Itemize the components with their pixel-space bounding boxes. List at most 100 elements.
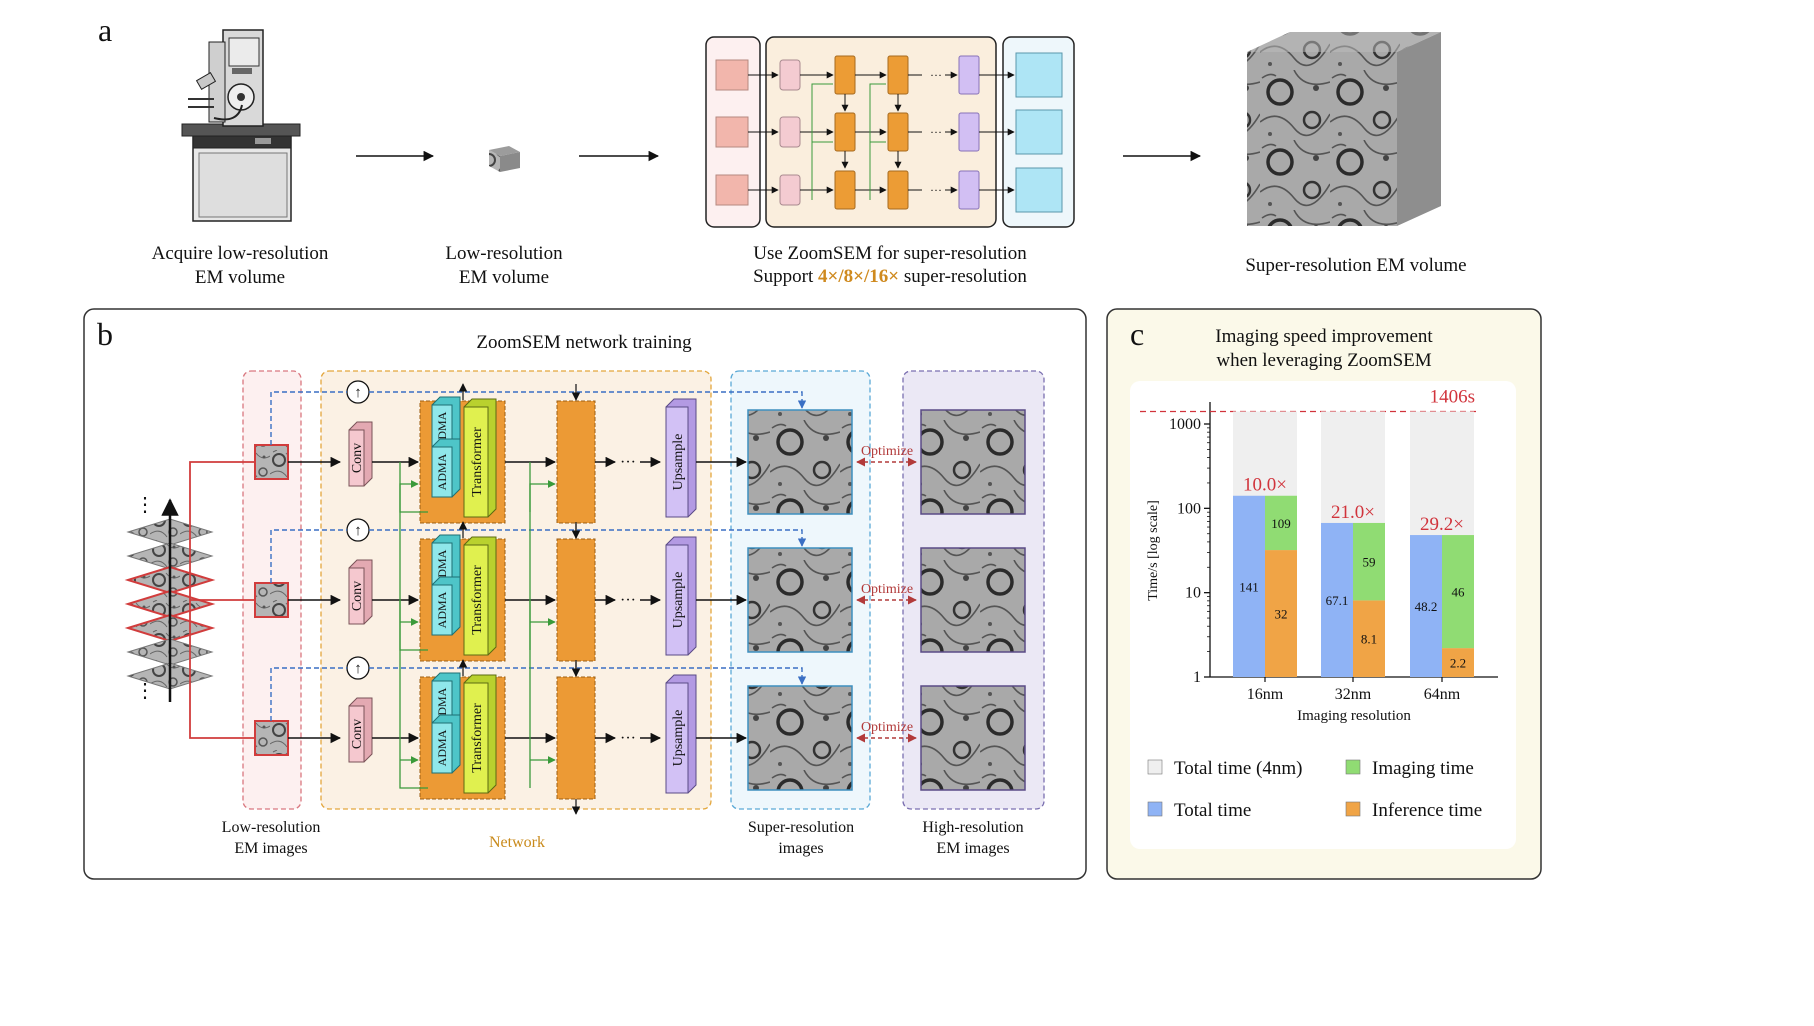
mini-output-1 xyxy=(1015,109,1063,155)
legend-label-inference: Inference time xyxy=(1372,800,1482,821)
transformer-label-0: Transformer xyxy=(470,427,485,497)
adma-block-b2 xyxy=(431,722,453,774)
label-total-0: 141 xyxy=(1239,579,1259,594)
feature-block2-2 xyxy=(556,676,596,800)
mini-block2-1 xyxy=(887,112,909,152)
speed-chart: 1 10 100 1000 Time/s [log scale] Imaging reso… xyxy=(1140,387,1498,724)
legend-swatch-inference xyxy=(1345,801,1361,817)
optimize-label-1: Optimize xyxy=(861,582,913,597)
mini-dots-2: ··· xyxy=(930,183,942,197)
panel-c-title-line1: Imaging speed improvement xyxy=(1215,326,1433,347)
skip-dash-a-2 xyxy=(270,667,347,721)
speedup-label-2: 29.2× xyxy=(1420,514,1464,535)
sr-image-2 xyxy=(747,685,853,791)
reference-label: 1406s xyxy=(1430,387,1475,408)
sum-symbol-1: ↑ xyxy=(354,523,362,539)
legend-label-imaging: Imaging time xyxy=(1372,758,1474,779)
legend-swatch-total xyxy=(1147,801,1163,817)
stack-dots-top: ⋮ xyxy=(135,494,155,516)
x-tick-label-2: 64nm xyxy=(1424,686,1461,703)
conv-label-1: Conv xyxy=(350,581,365,611)
hr-image-1 xyxy=(920,547,1026,653)
skip-dash-a-1 xyxy=(270,529,347,583)
lr-image-0 xyxy=(254,444,289,480)
mini-output-2 xyxy=(1015,167,1063,213)
transformer-block-0 xyxy=(463,406,489,518)
sr-image-0 xyxy=(747,409,853,515)
lr-volume-cube xyxy=(489,146,520,172)
mini-conv-0 xyxy=(779,59,801,91)
speedup-label-1: 21.0× xyxy=(1331,502,1375,523)
legend-label-total_4nm: Total time (4nm) xyxy=(1174,758,1302,779)
y-tick-label-1: 10 xyxy=(1185,585,1201,602)
mini-block2-0 xyxy=(887,55,909,95)
panel-b-letter: b xyxy=(97,316,113,352)
skip-dash-b-0 xyxy=(369,391,807,409)
bar-imaging-2 xyxy=(1442,535,1474,649)
zoomsem-mini-diagram: ··· ··· ··· xyxy=(705,36,1075,228)
optimize-label-0: Optimize xyxy=(861,444,913,459)
mini-skip-b-2 xyxy=(869,141,886,200)
y-tick-label-2: 100 xyxy=(1177,500,1201,517)
label-lr-line1: Low-resolution xyxy=(222,819,321,836)
label-imaging-2: 46 xyxy=(1452,585,1466,600)
mini-block2-2 xyxy=(887,170,909,210)
bar-imaging-1 xyxy=(1353,522,1385,601)
green-cross-a xyxy=(399,480,419,738)
bar-total-2 xyxy=(1410,535,1442,677)
conv-block-2 xyxy=(348,705,365,763)
bar-imaging-0 xyxy=(1265,495,1297,551)
panel-a-letter: a xyxy=(98,12,112,48)
transformer-label-1: Transformer xyxy=(470,565,485,635)
network-rows: Conv ADMA ADMA Transformer ··· Upsample Optimi… xyxy=(254,380,1026,815)
step1-label-line1: Acquire low-resolution xyxy=(152,243,329,264)
label-inference-0: 32 xyxy=(1275,607,1288,622)
sr-volume-cube xyxy=(1247,32,1441,226)
mini-dots-0: ··· xyxy=(930,68,942,82)
step1-label-line2: EM volume xyxy=(195,267,285,288)
mini-input-1 xyxy=(715,116,749,148)
label-hr-line1: High-resolution xyxy=(922,819,1023,836)
legend-swatch-imaging xyxy=(1345,759,1361,775)
label-total-2: 48.2 xyxy=(1415,599,1438,614)
label-sr-line2: images xyxy=(778,840,823,857)
label-total-1: 67.1 xyxy=(1326,593,1349,608)
transformer-label-2: Transformer xyxy=(470,703,485,773)
adma-block-b0 xyxy=(431,446,453,498)
step2-label-line1: Low-resolution xyxy=(445,243,563,264)
feature-block2-0 xyxy=(556,400,596,524)
y-tick-label-3: 1000 xyxy=(1169,416,1201,433)
mini-conv-1 xyxy=(779,116,801,148)
label-network: Network xyxy=(489,834,545,851)
conv-block-1 xyxy=(348,567,365,625)
adma-label-b1: ADMA xyxy=(435,591,449,628)
step4-label: Super-resolution EM volume xyxy=(1245,255,1466,276)
mini-input-0 xyxy=(715,59,749,91)
upsample-block-0 xyxy=(665,406,689,518)
mini-block1-0 xyxy=(834,55,856,95)
upsample-block-1 xyxy=(665,544,689,656)
mini-output-0 xyxy=(1015,52,1063,98)
network-region xyxy=(320,370,712,810)
transformer-block-1 xyxy=(463,544,489,656)
mini-upsample-0 xyxy=(958,55,980,95)
bar-total-1 xyxy=(1321,522,1353,677)
upsample-block-2 xyxy=(665,682,689,794)
mini-block1-1 xyxy=(834,112,856,152)
sum-symbol-2: ↑ xyxy=(354,661,362,677)
legend-label-total: Total time xyxy=(1174,800,1251,821)
bar-inference-1 xyxy=(1353,600,1385,677)
label-imaging-0: 109 xyxy=(1271,516,1291,531)
mini-skip-a-1 xyxy=(811,83,833,142)
legend-swatch-total_4nm xyxy=(1147,759,1163,775)
adma-label-b2: ADMA xyxy=(435,729,449,766)
sum-symbol-0: ↑ xyxy=(354,385,362,401)
step3-highlight: 4×/8×/16× xyxy=(818,266,899,287)
dots-0: ··· xyxy=(620,454,636,471)
green-branch-a-2 xyxy=(399,738,428,789)
mini-input-2 xyxy=(715,174,749,206)
lr-image-1 xyxy=(254,582,289,618)
mini-upsample-1 xyxy=(958,112,980,152)
